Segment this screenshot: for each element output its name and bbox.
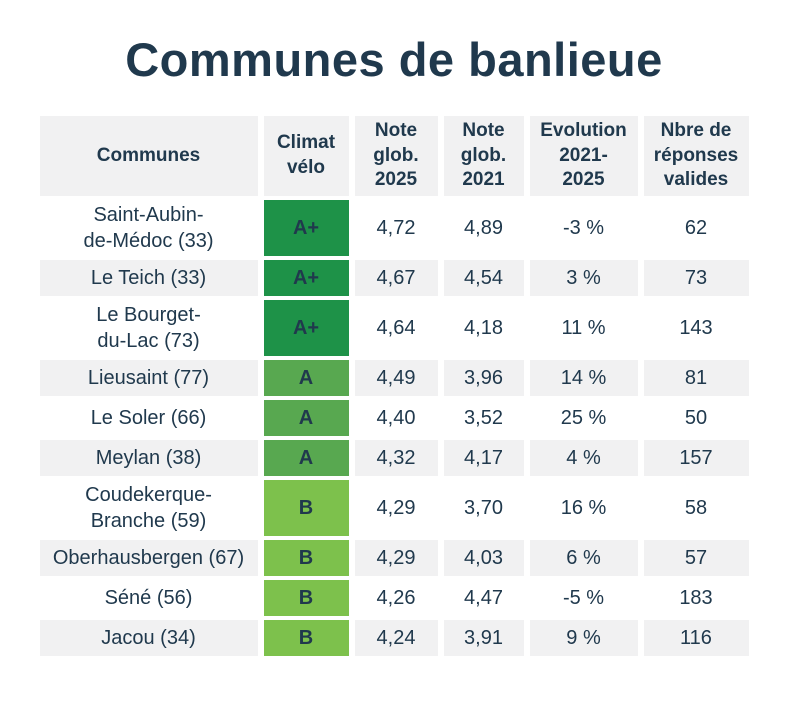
note-2025-cell: 4,29 (354, 479, 438, 536)
header-evolution: Evolution 2021- 2025 (529, 115, 638, 196)
responses-cell: 73 (643, 259, 749, 296)
responses-cell: 58 (643, 479, 749, 536)
table-row: Le Soler (66) A 4,40 3,52 25 % 50 (39, 399, 749, 436)
commune-cell: Coudekerque- Branche (59) (39, 479, 258, 536)
note-2025-cell: 4,64 (354, 299, 438, 356)
climat-velo-badge: A (263, 439, 349, 476)
header-reponses-valides: Nbre de réponses valides (643, 115, 749, 196)
note-2025-cell: 4,49 (354, 359, 438, 396)
note-2021-cell: 4,89 (443, 199, 524, 256)
table-row: Le Bourget- du-Lac (73) A+ 4,64 4,18 11 … (39, 299, 749, 356)
note-2025-cell: 4,40 (354, 399, 438, 436)
commune-cell: Le Soler (66) (39, 399, 258, 436)
responses-cell: 183 (643, 579, 749, 616)
evolution-cell: 25 % (529, 399, 638, 436)
note-2025-cell: 4,29 (354, 539, 438, 576)
header-note-2025: Note glob. 2025 (354, 115, 438, 196)
note-2025-cell: 4,24 (354, 619, 438, 656)
climat-velo-badge: A+ (263, 299, 349, 356)
table-row: Le Teich (33) A+ 4,67 4,54 3 % 73 (39, 259, 749, 296)
evolution-cell: -3 % (529, 199, 638, 256)
evolution-cell: 11 % (529, 299, 638, 356)
commune-cell: Le Teich (33) (39, 259, 258, 296)
note-2021-cell: 4,18 (443, 299, 524, 356)
note-2021-cell: 3,91 (443, 619, 524, 656)
header-row: Communes Climat vélo Note glob. 2025 Not… (39, 115, 749, 196)
table-row: Séné (56) B 4,26 4,47 -5 % 183 (39, 579, 749, 616)
evolution-cell: 16 % (529, 479, 638, 536)
climat-velo-badge: A (263, 399, 349, 436)
note-2025-cell: 4,72 (354, 199, 438, 256)
commune-cell: Séné (56) (39, 579, 258, 616)
climat-velo-badge: B (263, 539, 349, 576)
climat-velo-badge: A+ (263, 259, 349, 296)
note-2025-cell: 4,26 (354, 579, 438, 616)
note-2021-cell: 3,96 (443, 359, 524, 396)
responses-cell: 50 (643, 399, 749, 436)
note-2021-cell: 4,47 (443, 579, 524, 616)
header-climat-velo: Climat vélo (263, 115, 349, 196)
table-row: Lieusaint (77) A 4,49 3,96 14 % 81 (39, 359, 749, 396)
table-row: Jacou (34) B 4,24 3,91 9 % 116 (39, 619, 749, 656)
commune-cell: Jacou (34) (39, 619, 258, 656)
note-2021-cell: 4,54 (443, 259, 524, 296)
commune-cell: Oberhausbergen (67) (39, 539, 258, 576)
climat-velo-badge: B (263, 479, 349, 536)
note-2021-cell: 4,17 (443, 439, 524, 476)
evolution-cell: -5 % (529, 579, 638, 616)
table-row: Coudekerque- Branche (59) B 4,29 3,70 16… (39, 479, 749, 536)
climat-velo-badge: A+ (263, 199, 349, 256)
evolution-cell: 6 % (529, 539, 638, 576)
page-title: Communes de banlieue (125, 33, 663, 86)
communes-table: Communes Climat vélo Note glob. 2025 Not… (34, 112, 755, 660)
responses-cell: 81 (643, 359, 749, 396)
note-2025-cell: 4,67 (354, 259, 438, 296)
header-communes: Communes (39, 115, 258, 196)
evolution-cell: 3 % (529, 259, 638, 296)
table-row: Meylan (38) A 4,32 4,17 4 % 157 (39, 439, 749, 476)
climat-velo-badge: A (263, 359, 349, 396)
evolution-cell: 4 % (529, 439, 638, 476)
evolution-cell: 9 % (529, 619, 638, 656)
table-row: Saint-Aubin- de-Médoc (33) A+ 4,72 4,89 … (39, 199, 749, 256)
note-2021-cell: 3,52 (443, 399, 524, 436)
responses-cell: 116 (643, 619, 749, 656)
responses-cell: 157 (643, 439, 749, 476)
note-2021-cell: 3,70 (443, 479, 524, 536)
commune-cell: Lieusaint (77) (39, 359, 258, 396)
table-row: Oberhausbergen (67) B 4,29 4,03 6 % 57 (39, 539, 749, 576)
climat-velo-badge: B (263, 579, 349, 616)
commune-cell: Saint-Aubin- de-Médoc (33) (39, 199, 258, 256)
climat-velo-badge: B (263, 619, 349, 656)
responses-cell: 57 (643, 539, 749, 576)
header-note-2021: Note glob. 2021 (443, 115, 524, 196)
responses-cell: 143 (643, 299, 749, 356)
commune-cell: Meylan (38) (39, 439, 258, 476)
note-2025-cell: 4,32 (354, 439, 438, 476)
note-2021-cell: 4,03 (443, 539, 524, 576)
evolution-cell: 14 % (529, 359, 638, 396)
commune-cell: Le Bourget- du-Lac (73) (39, 299, 258, 356)
responses-cell: 62 (643, 199, 749, 256)
